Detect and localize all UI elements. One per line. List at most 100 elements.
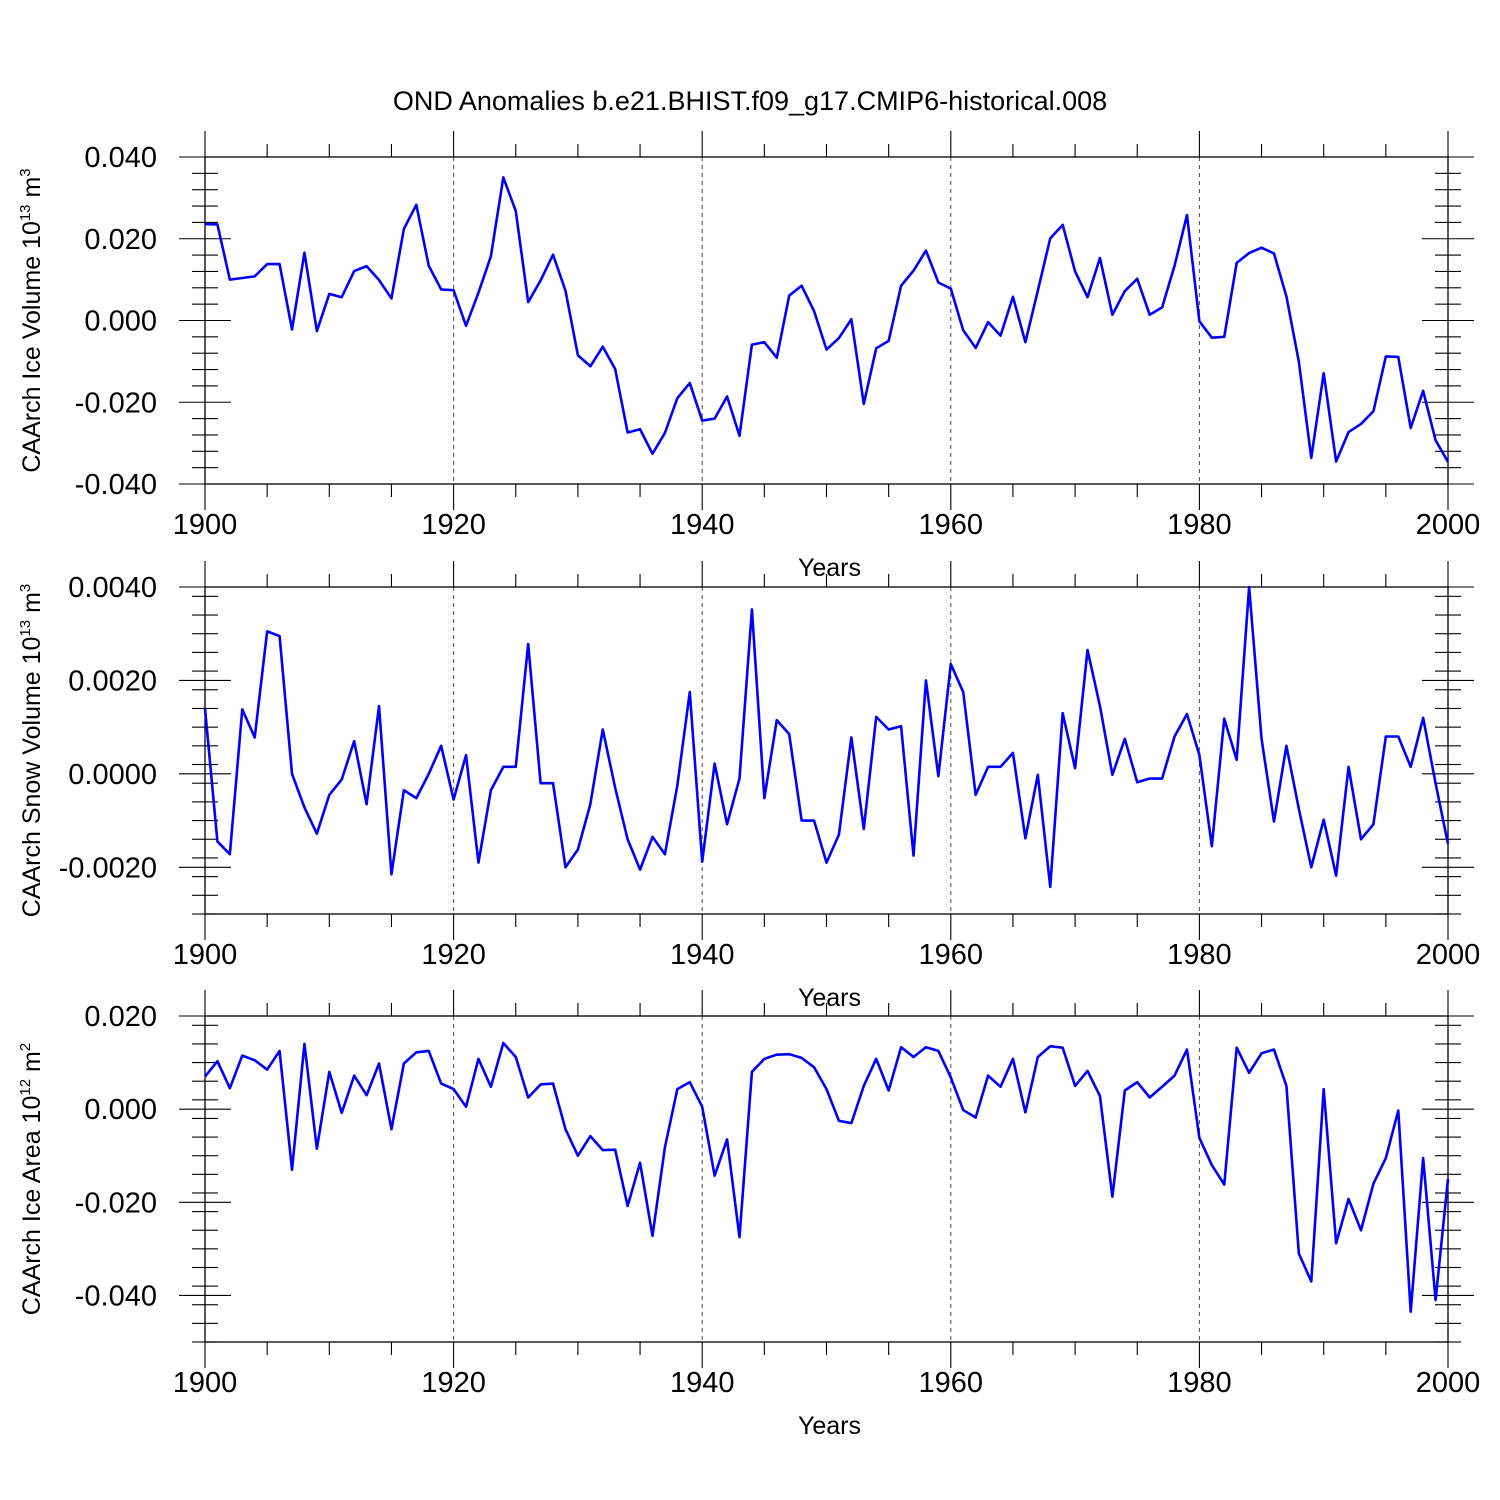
ice-volume-data-point (627, 431, 629, 433)
ice-volume-xtick-label: 1980 (1167, 509, 1232, 541)
ice-volume-data-point (453, 289, 455, 291)
ice-volume-data-point (801, 285, 803, 287)
ice-area-data-point (1124, 1090, 1126, 1092)
ice-area-data-point (1000, 1086, 1002, 1088)
ice-volume-data-point (1261, 247, 1263, 249)
ice-area-data-point (279, 1050, 281, 1052)
ice-area-data-point (1049, 1045, 1051, 1047)
ice-volume-data-point (888, 340, 890, 342)
ice-area-data-point (763, 1058, 765, 1060)
ice-volume-data-point (254, 275, 256, 277)
ice-volume-data-point (776, 357, 778, 359)
ice-area-series-line (203, 1041, 1450, 1314)
ice-volume-data-point (366, 265, 368, 267)
ice-area-data-point (1024, 1111, 1026, 1113)
snow-volume-data-point (1161, 778, 1163, 780)
ice-area-data-point (490, 1086, 492, 1088)
ice-volume-data-point (1087, 296, 1089, 298)
snow-volume-ytick-label: 0.0020 (68, 665, 157, 697)
ice-volume-xtick-label: 1920 (421, 509, 486, 541)
ice-volume-ytick-label: 0.040 (84, 142, 157, 174)
ice-volume-data-point (241, 277, 243, 279)
ice-area-ylabel-unit: m (18, 1051, 46, 1079)
ice-area-data-point (651, 1235, 653, 1237)
ice-volume-data-point (1310, 457, 1312, 459)
ice-volume-data-point (751, 344, 753, 346)
snow-volume-data-point (204, 707, 206, 709)
ice-volume-data-point (1385, 355, 1387, 357)
ice-area-xtick-label: 1920 (421, 1367, 486, 1399)
ice-area-data-point (664, 1146, 666, 1148)
snow-volume-data-point (378, 705, 380, 707)
ice-area-data-point (701, 1106, 703, 1108)
ice-area-data-point (477, 1058, 479, 1060)
ice-area-data-point (888, 1090, 890, 1092)
ice-area-data-point (366, 1094, 368, 1096)
ice-area-data-point (1285, 1085, 1287, 1087)
ice-area-ytick-label: 0.020 (84, 1001, 157, 1033)
snow-volume-data-point (863, 828, 865, 830)
ice-volume-data-point (1186, 214, 1188, 216)
ice-area-data-point (975, 1117, 977, 1119)
snow-volume-series-line (203, 585, 1450, 889)
ice-area-data-point (1310, 1280, 1312, 1282)
ice-volume-data-point (477, 292, 479, 294)
ice-area-xtick-label: 1900 (173, 1367, 238, 1399)
ice-area-data-point (303, 1043, 305, 1045)
ice-volume-data-point (900, 285, 902, 287)
ice-volume-data-point (279, 263, 281, 265)
snow-volume-xtick-label: 1900 (173, 939, 238, 971)
ice-area-data-point (216, 1060, 218, 1062)
ice-area-data-point (813, 1066, 815, 1068)
snow-volume-data-point (552, 782, 554, 784)
snow-volume-ylabel: CAArch Snow Volume 1013 m3 (17, 584, 46, 918)
snow-volume-data-point (1397, 735, 1399, 737)
snow-volume-data-point (291, 773, 293, 775)
ice-volume-xtick-label: 1960 (919, 509, 984, 541)
snow-volume-data-point (975, 794, 977, 796)
ice-area-data-point (1273, 1049, 1275, 1051)
ice-volume-data-point (1348, 431, 1350, 433)
ice-area-data-point (390, 1128, 392, 1130)
snow-volume-data-point (1149, 778, 1151, 780)
ice-volume-data-point (266, 263, 268, 265)
ice-volume-ylabel-unit-exponent: 3 (17, 168, 34, 176)
ice-area-data-point (1186, 1049, 1188, 1051)
ice-volume-ytick-label: 0.020 (84, 224, 157, 256)
snow-volume-data-point (937, 775, 939, 777)
snow-volume-data-point (751, 608, 753, 610)
ice-area-data-point (1248, 1072, 1250, 1074)
ice-volume-ytick-label: 0.000 (84, 306, 157, 338)
snow-volume-data-point (614, 787, 616, 789)
ice-volume-data-point (1037, 290, 1039, 292)
snow-volume-data-point (1062, 712, 1064, 714)
ice-volume-plot-frame (204, 156, 1449, 485)
ice-volume-data-point (850, 318, 852, 320)
snow-volume-xtick-label: 1940 (670, 939, 735, 971)
ice-volume-data-point (1136, 278, 1138, 280)
snow-volume-data-point (1422, 717, 1424, 719)
snow-volume-data-point (664, 853, 666, 855)
snow-volume-data-point (826, 862, 828, 864)
snow-volume-data-point (1074, 767, 1076, 769)
ice-area-data-point (254, 1059, 256, 1061)
snow-volume-data-point (1049, 886, 1051, 888)
ice-volume-data-point (1285, 295, 1287, 297)
ice-volume-data-point (826, 349, 828, 351)
ice-area-data-point (1422, 1157, 1424, 1159)
ice-volume-data-point (1248, 252, 1250, 254)
ice-area-ylabel-exponent: 12 (17, 1079, 34, 1096)
snow-volume-data-point (1111, 774, 1113, 776)
ice-volume-data-point (1099, 257, 1101, 259)
snow-volume-data-point (1236, 759, 1238, 761)
ice-volume-data-point (975, 347, 977, 349)
snow-volume-data-point (676, 785, 678, 787)
snow-volume-ytick-label: 0.0040 (68, 572, 157, 604)
snow-volume-data-point (266, 630, 268, 632)
ice-volume-data-point (925, 250, 927, 252)
ice-area-data-point (1099, 1095, 1101, 1097)
snow-volume-data-point (1348, 766, 1350, 768)
snow-volume-data-point (838, 834, 840, 836)
ice-area-data-point (465, 1106, 467, 1108)
